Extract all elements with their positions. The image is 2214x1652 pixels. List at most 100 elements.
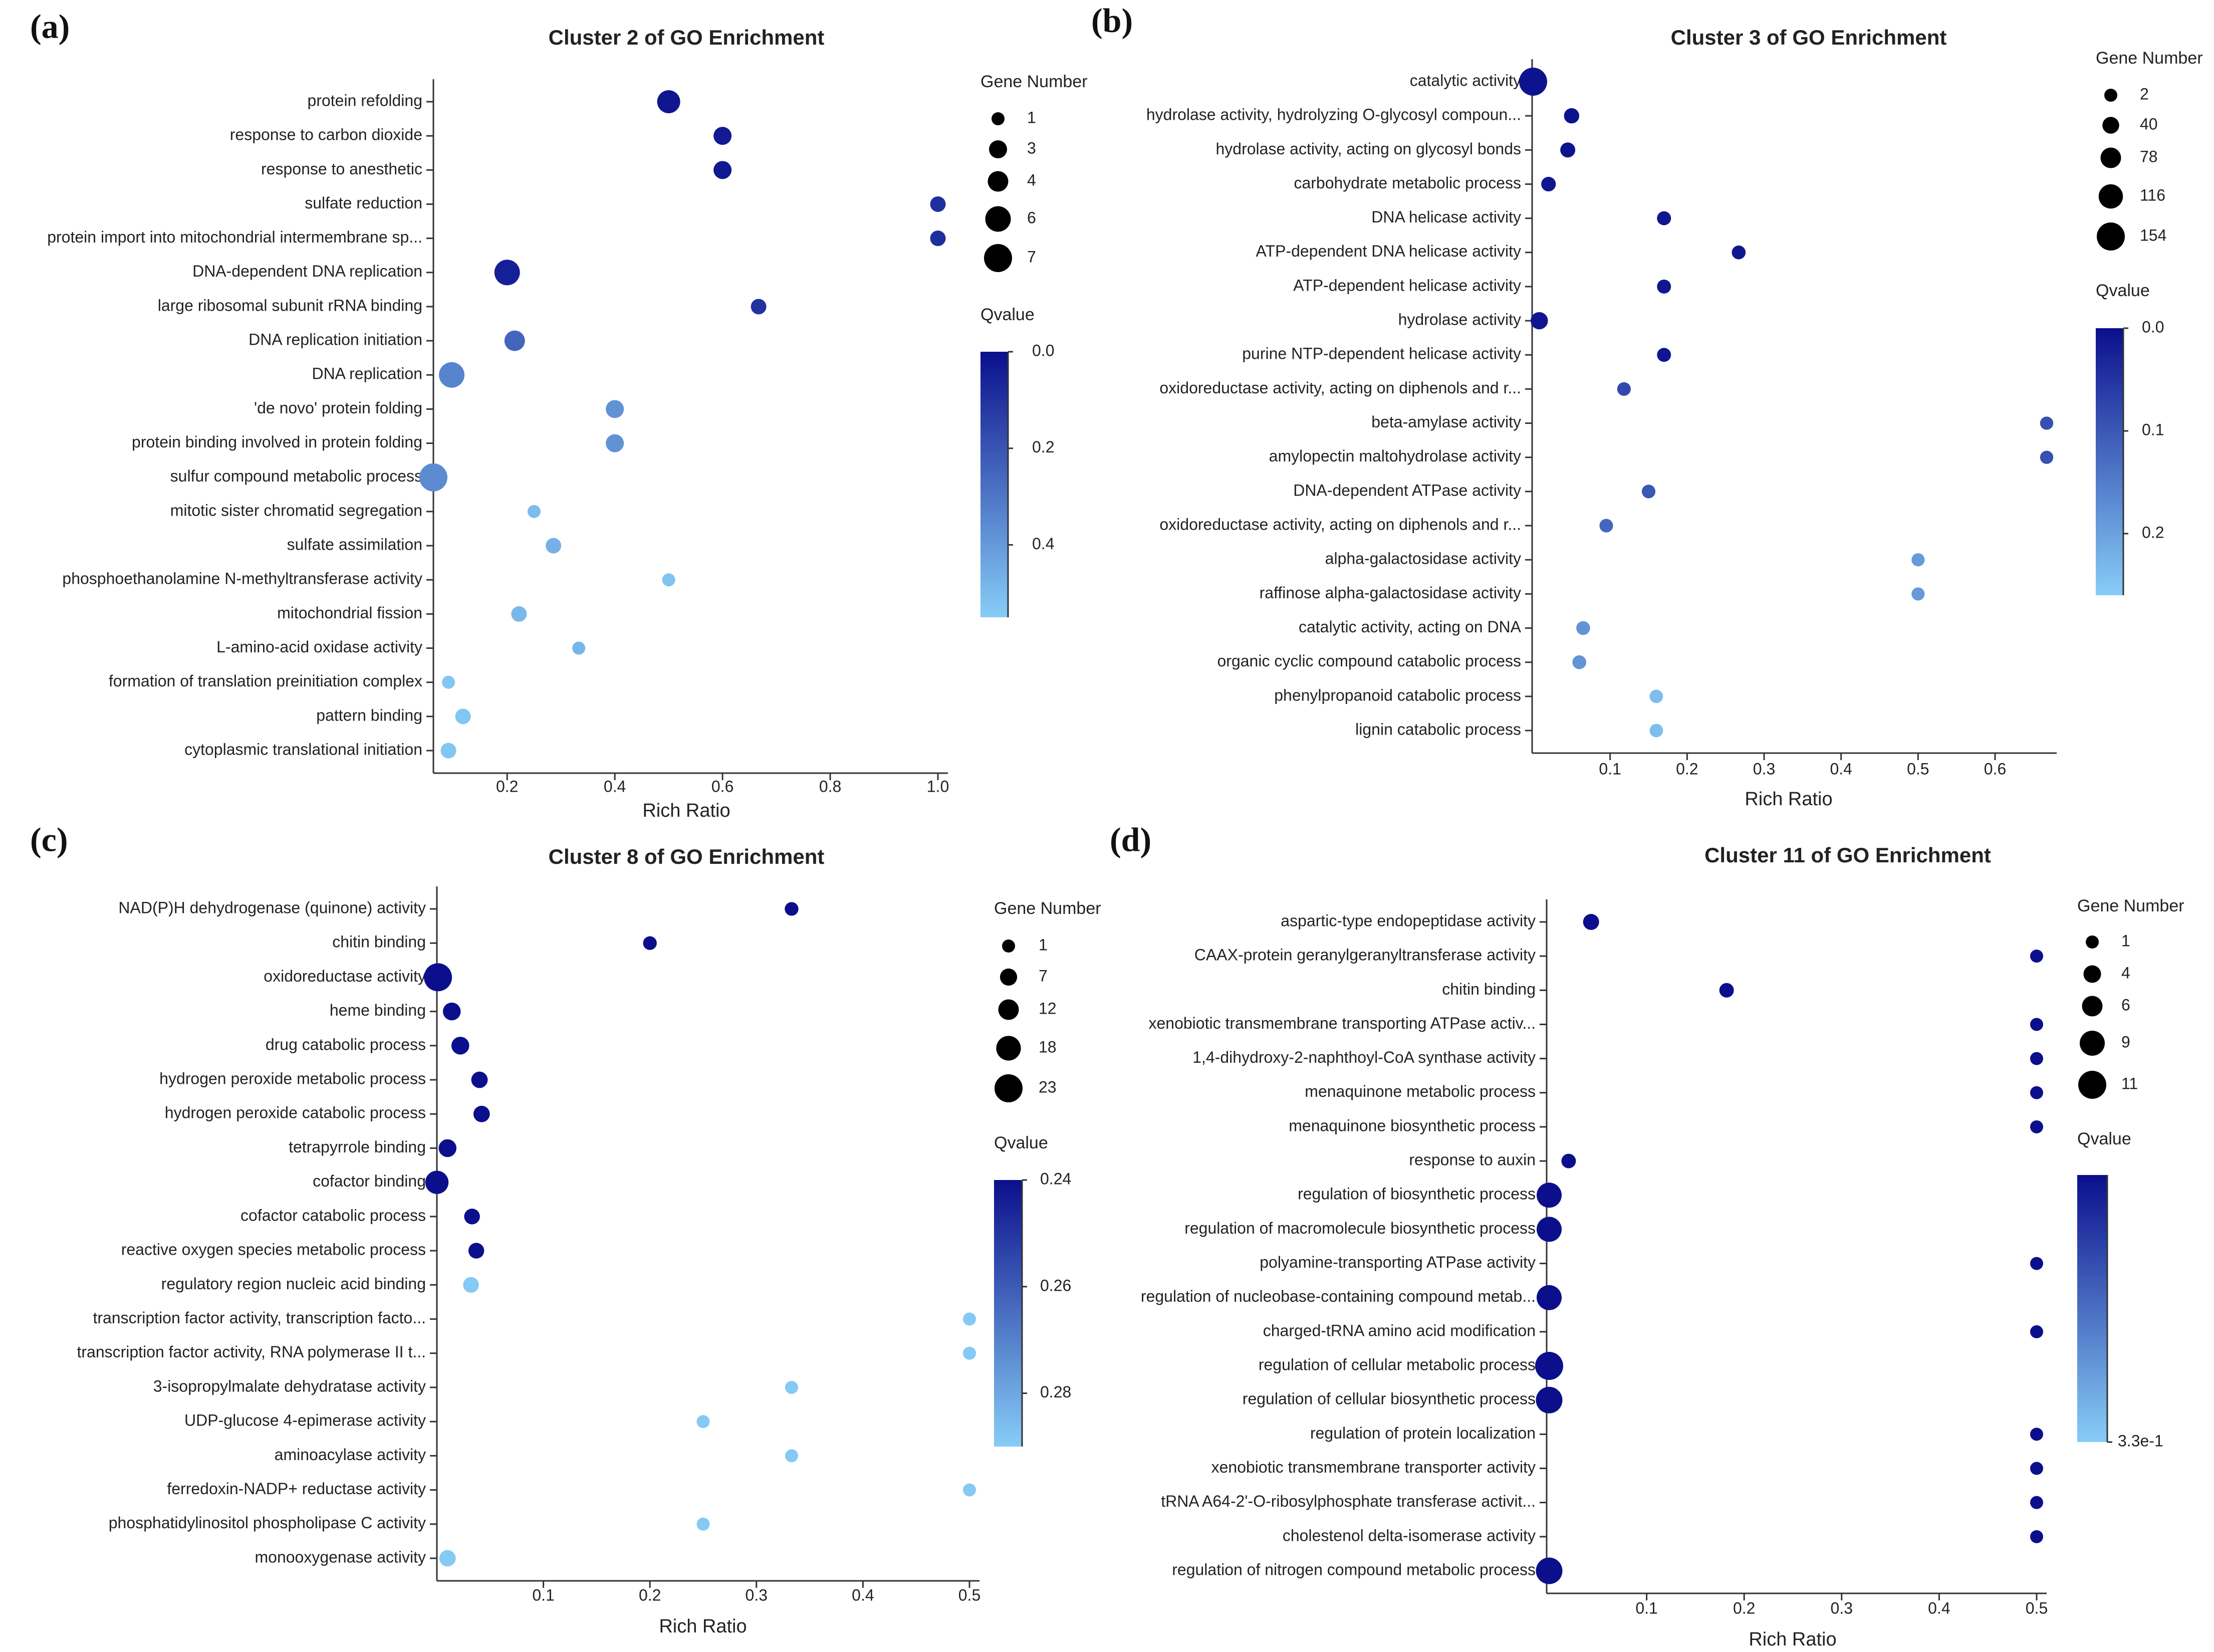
- data-point: [546, 538, 562, 554]
- x-axis-title: Rich Ratio: [642, 800, 730, 821]
- data-point: [785, 902, 799, 916]
- category-label: regulation of protein localization: [1310, 1424, 1536, 1442]
- data-point: [606, 400, 624, 418]
- size-legend-dot: [998, 999, 1019, 1020]
- category-label: phosphoethanolamine N-methyltransferase …: [62, 570, 422, 588]
- data-point: [2030, 1257, 2043, 1270]
- size-legend-dot: [1002, 939, 1015, 953]
- size-legend-label: 7: [1039, 967, 1048, 985]
- size-legend-label: 3: [1027, 139, 1036, 157]
- category-label: protein import into mitochondrial interm…: [47, 228, 422, 246]
- data-point: [1911, 587, 1925, 601]
- x-tick-label: 0.1: [1635, 1599, 1657, 1617]
- size-legend-title: Gene Number: [994, 899, 1101, 918]
- category-label: hydrogen peroxide catabolic process: [165, 1104, 426, 1122]
- data-point: [963, 1346, 976, 1360]
- category-label: 1,4-dihydroxy-2-naphthoyl-CoA synthase a…: [1192, 1048, 1536, 1066]
- data-point: [494, 260, 520, 286]
- size-legend-dot: [984, 244, 1012, 272]
- data-point: [424, 963, 452, 992]
- size-legend-label: 1: [1039, 935, 1048, 954]
- data-point: [451, 1037, 469, 1055]
- size-legend-label: 6: [1027, 208, 1036, 226]
- category-label: transcription factor activity, transcrip…: [93, 1309, 426, 1327]
- x-tick-label: 1.0: [927, 777, 949, 795]
- category-label: formation of translation preinitiation c…: [109, 672, 422, 690]
- size-legend-label: 12: [1039, 999, 1057, 1017]
- category-label: mitochondrial fission: [277, 604, 422, 622]
- category-label: aspartic-type endopeptidase activity: [1281, 911, 1536, 929]
- data-point: [419, 463, 447, 492]
- category-label: DNA replication initiation: [249, 331, 422, 349]
- chart-title: Cluster 2 of GO Enrichment: [549, 26, 825, 49]
- data-point: [1641, 485, 1656, 499]
- data-point: [606, 434, 624, 452]
- category-label: menaquinone metabolic process: [1305, 1082, 1536, 1100]
- category-label: response to auxin: [1409, 1151, 1536, 1169]
- x-tick-label: 0.5: [2026, 1599, 2048, 1617]
- data-point: [1536, 1557, 1563, 1584]
- category-label: cofactor binding: [313, 1172, 426, 1190]
- category-label: hydrolase activity, hydrolyzing O-glycos…: [1146, 106, 1521, 124]
- x-tick-label: 0.5: [958, 1586, 980, 1604]
- category-label: regulation of nitrogen compound metaboli…: [1172, 1560, 1536, 1578]
- panel-b: (b) Cluster 3 of GO Enrichment catalytic a…: [1091, 2, 2203, 810]
- data-point: [930, 230, 946, 247]
- data-point: [657, 90, 680, 113]
- data-point: [2030, 1496, 2043, 1509]
- category-label: catalytic activity, acting on DNA: [1299, 618, 1522, 636]
- panel-d: (d) Cluster 11 of GO Enrichment aspartic-t…: [1110, 821, 2184, 1650]
- category-label: CAAX-protein geranylgeranyltransferase a…: [1194, 946, 1536, 964]
- size-legend-title: Gene Number: [2077, 896, 2184, 915]
- x-tick-label: 0.3: [1753, 760, 1775, 778]
- colorbar-tick-label: 0.2: [1032, 438, 1054, 456]
- chart-title: Cluster 11 of GO Enrichment: [1704, 843, 1991, 867]
- size-legend-dot: [2100, 147, 2121, 168]
- data-point: [1537, 1285, 1562, 1310]
- color-legend-title: Qvalue: [994, 1133, 1048, 1152]
- size-legend-label: 23: [1039, 1078, 1057, 1096]
- data-point: [1561, 1153, 1576, 1168]
- category-label: regulatory region nucleic acid binding: [161, 1275, 426, 1293]
- category-label: drug catabolic process: [266, 1035, 426, 1053]
- category-label: xenobiotic transmembrane transporting AT…: [1148, 1014, 1536, 1032]
- category-label: oxidoreductase activity, acting on diphe…: [1159, 379, 1521, 397]
- category-label: DNA-dependent DNA replication: [192, 262, 422, 280]
- data-point: [963, 1483, 976, 1497]
- category-label: hydrogen peroxide metabolic process: [159, 1070, 426, 1088]
- category-label: oxidoreductase activity, acting on diphe…: [1159, 516, 1521, 534]
- category-label: pattern binding: [316, 706, 422, 724]
- data-point: [455, 709, 471, 725]
- size-legend-label: 18: [1039, 1038, 1057, 1056]
- data-point: [963, 1312, 976, 1326]
- category-label: polyamine-transporting ATPase activity: [1260, 1253, 1536, 1271]
- category-label: chitin binding: [1442, 980, 1536, 998]
- data-point: [438, 1139, 457, 1157]
- category-label: alpha-galactosidase activity: [1325, 550, 1521, 568]
- size-legend-dot: [996, 1036, 1021, 1061]
- x-tick-label: 0.8: [819, 777, 841, 795]
- x-tick-label: 0.2: [496, 777, 518, 795]
- size-legend-dot: [992, 112, 1005, 125]
- size-legend-dot: [2078, 1071, 2106, 1099]
- category-label: raffinose alpha-galactosidase activity: [1260, 584, 1521, 602]
- data-point: [785, 1380, 798, 1394]
- data-point: [471, 1071, 488, 1088]
- size-legend-label: 4: [2121, 964, 2130, 982]
- category-label: heme binding: [330, 1001, 426, 1019]
- data-point: [2030, 1052, 2043, 1065]
- data-point: [527, 505, 541, 518]
- data-point: [696, 1415, 710, 1429]
- data-point: [2030, 1086, 2043, 1099]
- category-label: charged-tRNA amino acid modification: [1263, 1321, 1536, 1339]
- size-legend-label: 116: [2140, 186, 2165, 204]
- data-point: [464, 1209, 480, 1225]
- category-label: protein binding involved in protein fold…: [132, 433, 422, 451]
- colorbar-tick-label: 0.24: [1040, 1169, 1071, 1188]
- x-tick-label: 0.5: [1907, 760, 1929, 778]
- panel-letter: (c): [30, 821, 68, 859]
- data-point: [1536, 1386, 1563, 1413]
- x-axis-title: Rich Ratio: [1749, 1629, 1836, 1650]
- panel-c: (c) Cluster 8 of GO Enrichment NAD(P)H deh…: [30, 821, 1101, 1637]
- qvalue-colorbar: [2096, 328, 2123, 595]
